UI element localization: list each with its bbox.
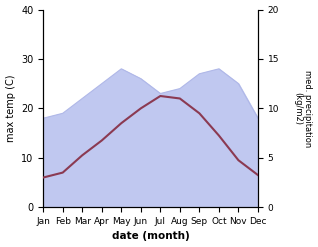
Y-axis label: med. precipitation
(kg/m2): med. precipitation (kg/m2) — [293, 70, 313, 147]
X-axis label: date (month): date (month) — [112, 231, 190, 242]
Y-axis label: max temp (C): max temp (C) — [5, 75, 16, 142]
